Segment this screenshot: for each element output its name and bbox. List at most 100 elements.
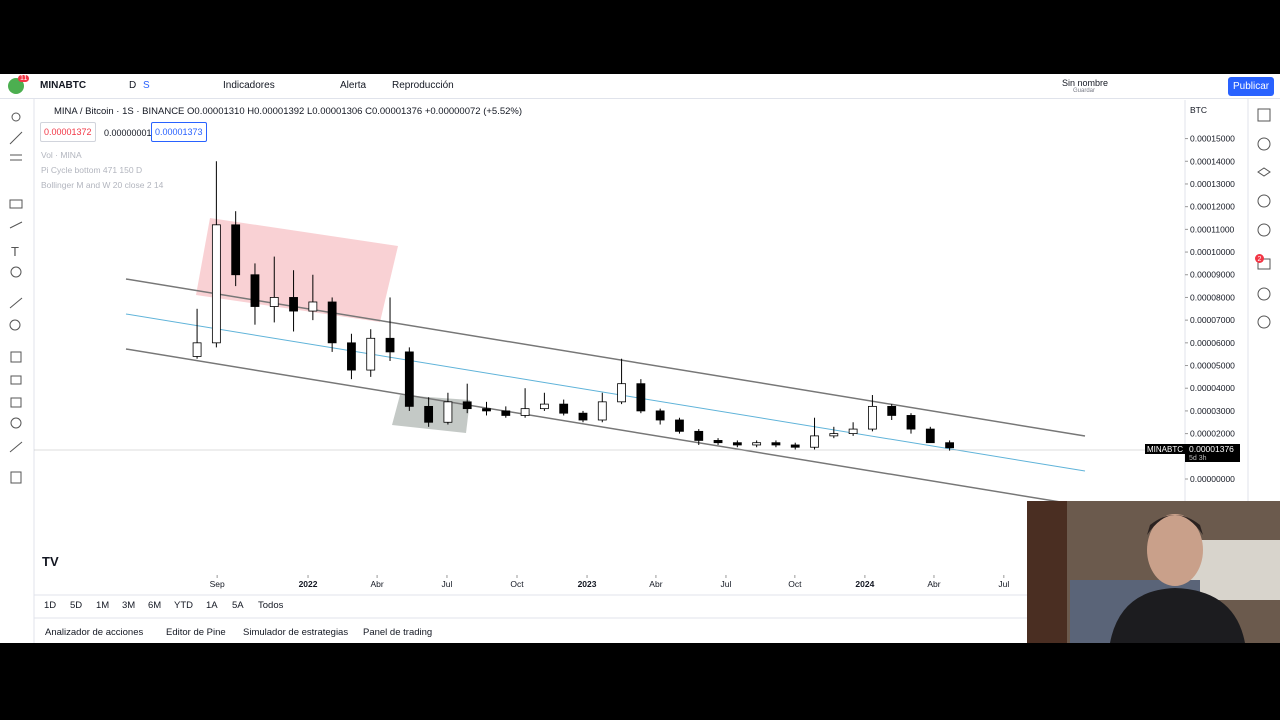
currency: BTC [1190,105,1207,115]
bottom-tab[interactable]: Simulador de estrategias [243,627,349,638]
candle-body [520,408,530,416]
avatar[interactable] [8,78,24,94]
y-tick-label: 0.00007000 [1190,315,1235,325]
symbol-tag: MINABTC [1147,445,1183,454]
legend-title: MINA / Bitcoin · 1S · BINANCE O0.0000131… [54,106,522,117]
candle-body [366,337,376,371]
candle-body [636,383,646,412]
indicators-btn[interactable]: Indicadores [223,80,275,91]
symbol-tag-bg [1145,444,1185,454]
candle-body [906,415,916,430]
layout-name[interactable]: Sin nombre [1062,78,1109,88]
x-tick-label: 2024 [855,579,874,589]
candle-body [308,301,318,312]
channel-middle [125,313,1086,472]
ohlc-open: O0.00001310 [187,106,245,117]
indicator[interactable]: Pi Cycle bottom 471 150 D [41,165,143,175]
interval-alt[interactable]: S [143,80,150,91]
timeframe-btn[interactable]: 6M [148,600,162,611]
candle-body [327,301,337,344]
y-tick-label: 0.00015000 [1190,134,1235,144]
candle-body [539,403,549,410]
timeframe-btn[interactable]: YTD [174,600,193,611]
layout-save[interactable]: Guardar [1073,88,1096,94]
price-tag: 0.00001376 [1189,444,1234,454]
x-tick-label: 2023 [578,579,597,589]
channel-lower [125,348,1086,507]
timeframe-btn[interactable]: 1A [206,600,218,611]
y-tick-label: 0.00014000 [1190,156,1235,166]
candle-body [868,405,877,430]
candle-body [945,442,954,449]
buy-box[interactable]: 0.00001373 [151,122,207,142]
rectangle-drawing [196,218,398,322]
price-tag-bg [1185,444,1240,462]
logo: TV [42,554,59,569]
ohlc-change: +0.00000072 (+5.52%) [424,106,523,117]
interval[interactable]: D [129,80,137,91]
candle-body [482,408,491,412]
y-tick-label: 0.00003000 [1190,406,1235,416]
candle-body [462,401,472,410]
webcam [1027,501,1280,643]
candle-body [597,401,607,421]
candle-body [501,410,511,416]
x-tick-label: 2022 [299,579,318,589]
sell-box[interactable]: 0.00001372 [40,122,96,142]
candle-body [211,224,221,344]
timeframe-btn[interactable]: 1M [96,600,110,611]
badge: 2 [1258,256,1262,263]
candle-body [655,410,665,421]
replay-btn[interactable]: Reproducción [392,80,454,91]
candle-body [694,430,704,441]
candle-body [347,342,356,371]
timeframe-btn[interactable]: Todos [258,600,284,611]
ohlc-low: L0.00001306 [306,106,363,117]
timeframe-btn[interactable]: 5D [70,600,83,611]
x-tick-label: Jul [442,579,453,589]
candle-body [752,442,762,446]
badge-bg [1255,254,1264,263]
svg-text:T: T [11,244,19,259]
y-tick-label: 0.00008000 [1190,292,1235,302]
candle-body [790,444,800,448]
x-tick-label: Oct [510,579,524,589]
bottom-tab[interactable]: Panel de trading [363,627,433,638]
indicator[interactable]: Bollinger M and W 20 close 2 14 [41,180,164,190]
candle-body [289,297,298,312]
candle-body [269,297,279,307]
y-tick-label: 0.00009000 [1190,270,1235,280]
countdown: 5d 3h [1189,455,1207,462]
timeframe-btn[interactable]: 1D [44,600,57,611]
timeframe-btn[interactable]: 5A [232,600,244,611]
candle-body [559,403,569,414]
candle-body [829,433,839,437]
publish-btn[interactable]: Publicar [1228,77,1275,96]
alert-btn[interactable]: Alerta [340,80,367,91]
candle-body [713,440,723,444]
indicator[interactable]: Vol · MINA [41,150,82,160]
bottom-tab[interactable]: Analizador de acciones [45,627,144,638]
candle-body [771,442,781,446]
y-tick-label: 0.00006000 [1190,338,1235,348]
bottom-tab[interactable]: Editor de Pine [166,627,226,638]
y-tick-label: 0.00000000 [1190,474,1235,484]
y-tick-label: 0.00011000 [1190,224,1235,234]
x-tick-label: Abr [927,579,940,589]
candle-body [443,401,453,423]
symbol-search[interactable]: MINABTC [40,80,87,91]
ohlc-high: H0.00001392 [247,106,305,117]
candle-body [192,342,202,357]
notif-badge: 11 [18,75,30,82]
ohlc-close: C0.00001376 [365,106,423,117]
y-tick-label: 0.00004000 [1190,383,1235,393]
y-tick-label: 0.00002000 [1190,429,1235,439]
y-tick-label: 0.00010000 [1190,247,1235,257]
candle-body [424,405,434,423]
y-tick-label: 0.00012000 [1190,202,1235,212]
x-tick-label: Sep [210,579,225,589]
timeframe-btn[interactable]: 3M [122,600,136,611]
y-tick-label: 0.00005000 [1190,361,1235,371]
y-tick-label: 0.00013000 [1190,179,1235,189]
